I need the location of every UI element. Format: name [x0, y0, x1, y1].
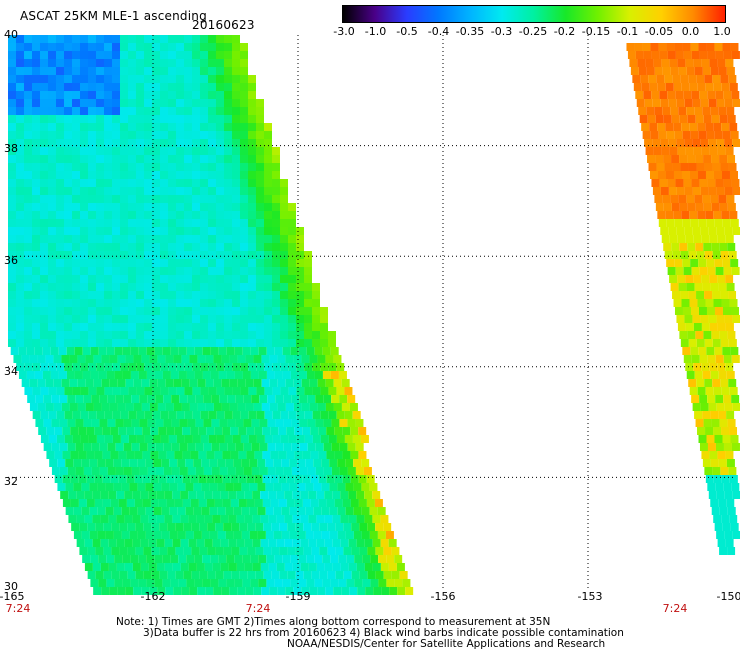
- color-scale-tick-label: -0.15: [581, 25, 611, 38]
- color-scale-tick-label: 0.0: [681, 25, 700, 38]
- color-scale-tick-label: -0.2: [553, 25, 576, 38]
- lat-label-38: 38: [4, 142, 18, 155]
- color-scale-tick-label: -1.0: [364, 25, 387, 38]
- color-scale-tick-label: 1.0: [713, 25, 731, 38]
- lat-label-40: 40: [4, 28, 18, 41]
- lon-label-165: -165: [0, 590, 25, 603]
- map-grid: [8, 35, 733, 588]
- note-line-1: Note: 1) Times are GMT 2)Times along bot…: [116, 616, 551, 628]
- lat-label-36: 36: [4, 254, 18, 267]
- lon-label-162: -162: [140, 590, 166, 603]
- color-scale-tick-label: -3.0: [333, 25, 355, 38]
- map-title: ASCAT 25KM MLE-1 ascending: [20, 9, 207, 23]
- color-scale-tick-label: -0.3: [490, 25, 513, 38]
- lat-label-34: 34: [4, 365, 18, 378]
- lon-label-159: -159: [285, 590, 311, 603]
- note-line-3: NOAA/NESDIS/Center for Satellite Applica…: [287, 638, 606, 650]
- lat-label-32: 32: [4, 475, 18, 488]
- swath-cells: [8, 35, 740, 595]
- color-scale-tick-label: -0.35: [455, 25, 485, 38]
- color-scale-bar: [342, 5, 726, 23]
- time-label-left: 7:24: [5, 602, 31, 615]
- note-line-2: 3)Data buffer is 22 hrs from 20160623 4)…: [143, 627, 624, 639]
- lat-label-30: 30: [4, 580, 18, 593]
- lon-label-156: -156: [430, 590, 456, 603]
- color-scale-tick-label: -0.4: [427, 25, 450, 38]
- lon-label-150: -150: [716, 590, 740, 603]
- time-label-right: 7:24: [662, 602, 688, 615]
- lon-label-153: -153: [577, 590, 603, 603]
- map-date: 20160623: [192, 18, 255, 32]
- color-scale-tick-label: -0.05: [644, 25, 674, 38]
- color-scale-tick-label: -0.25: [518, 25, 548, 38]
- time-label-middle: 7:24: [245, 602, 271, 615]
- color-scale-tick-label: -0.1: [616, 25, 639, 38]
- color-scale-tick-label: -0.5: [396, 25, 418, 38]
